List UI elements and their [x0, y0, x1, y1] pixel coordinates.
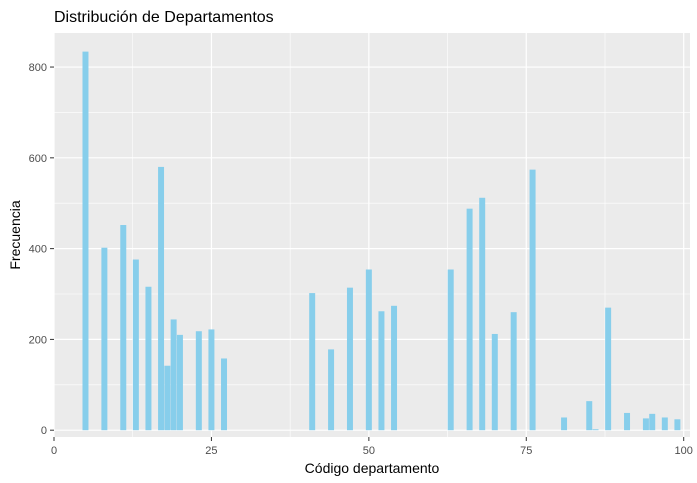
y-tick-label: 800 [29, 62, 47, 74]
bar [605, 307, 612, 431]
bar [674, 419, 681, 431]
bar [208, 329, 215, 431]
axis-ticks: 0 25 50 75 100 0 200 400 600 800 [29, 62, 693, 457]
chart-title: Distribución de Departamentos [54, 9, 274, 26]
bar [132, 259, 139, 431]
bar [346, 287, 353, 431]
y-tick-label: 600 [29, 153, 47, 165]
bar [101, 247, 108, 431]
bar [176, 334, 183, 431]
bar [164, 365, 171, 431]
bar [479, 197, 486, 431]
bar [120, 225, 127, 431]
bar [624, 412, 631, 431]
bar [221, 358, 228, 431]
bar [586, 401, 593, 431]
x-tick-label: 100 [675, 445, 693, 457]
bar [309, 293, 316, 431]
bar [561, 417, 568, 431]
bar [661, 417, 668, 431]
y-tick-label: 400 [29, 244, 47, 256]
x-tick-label: 75 [520, 445, 532, 457]
bar [145, 286, 152, 431]
y-axis-title: Frecuencia [7, 200, 23, 269]
bar [170, 319, 177, 431]
bar [195, 331, 202, 431]
bar [378, 311, 385, 431]
bar [391, 305, 398, 431]
y-tick-label: 0 [41, 425, 47, 437]
y-tick-label: 200 [29, 334, 47, 346]
bar [447, 269, 454, 431]
bar [592, 429, 599, 431]
x-tick-label: 50 [363, 445, 375, 457]
bar [510, 312, 517, 431]
bar [158, 166, 165, 431]
bar [529, 169, 536, 431]
x-tick-label: 0 [51, 445, 57, 457]
bars [82, 51, 681, 431]
bar [649, 413, 656, 431]
x-axis-title: Código departamento [305, 460, 440, 476]
bar [328, 349, 335, 431]
x-tick-label: 25 [205, 445, 217, 457]
bar [642, 418, 649, 431]
bar [82, 51, 89, 431]
bar [466, 208, 473, 431]
bar [491, 333, 498, 431]
bar [365, 269, 372, 431]
